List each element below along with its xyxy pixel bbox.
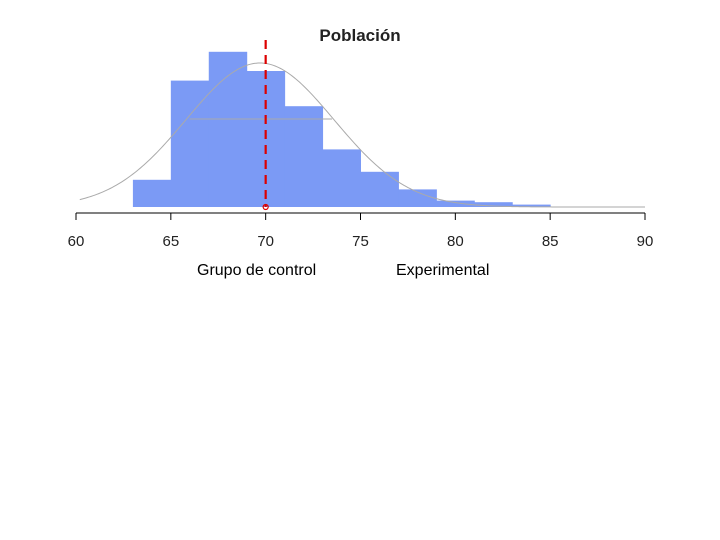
- histogram-chart: Población 60 65 70 75 80 85 90: [68, 26, 654, 250]
- x-tick-label-70: 70: [257, 233, 274, 250]
- histogram-bar-6: [322, 149, 361, 207]
- x-axis: 60 65 70 75 80 85 90: [68, 212, 654, 250]
- histogram-bar-3: [208, 51, 248, 207]
- reference-point: [262, 203, 269, 211]
- density-curve: [79, 62, 645, 208]
- histogram-bar-10: [474, 202, 513, 207]
- histogram-bar-9: [436, 200, 475, 207]
- x-tick-label-65: 65: [162, 233, 179, 250]
- histogram-bar-11: [512, 204, 551, 207]
- chart-title: Población: [319, 26, 400, 45]
- histogram-bar-8: [398, 189, 437, 207]
- x-tick-label-60: 60: [68, 233, 85, 250]
- caption-experimental: Experimental: [396, 262, 490, 279]
- histogram-bar-2: [170, 80, 210, 207]
- caption-control-group: Grupo de control: [197, 262, 317, 279]
- x-tick-label-90: 90: [637, 233, 654, 250]
- x-tick-label-80: 80: [447, 233, 464, 250]
- x-tick-label-75: 75: [352, 233, 369, 250]
- histogram-bar-1: [132, 179, 172, 207]
- histogram-bar-7: [360, 171, 399, 207]
- histogram-bar-5: [284, 106, 324, 207]
- x-tick-label-85: 85: [542, 233, 559, 250]
